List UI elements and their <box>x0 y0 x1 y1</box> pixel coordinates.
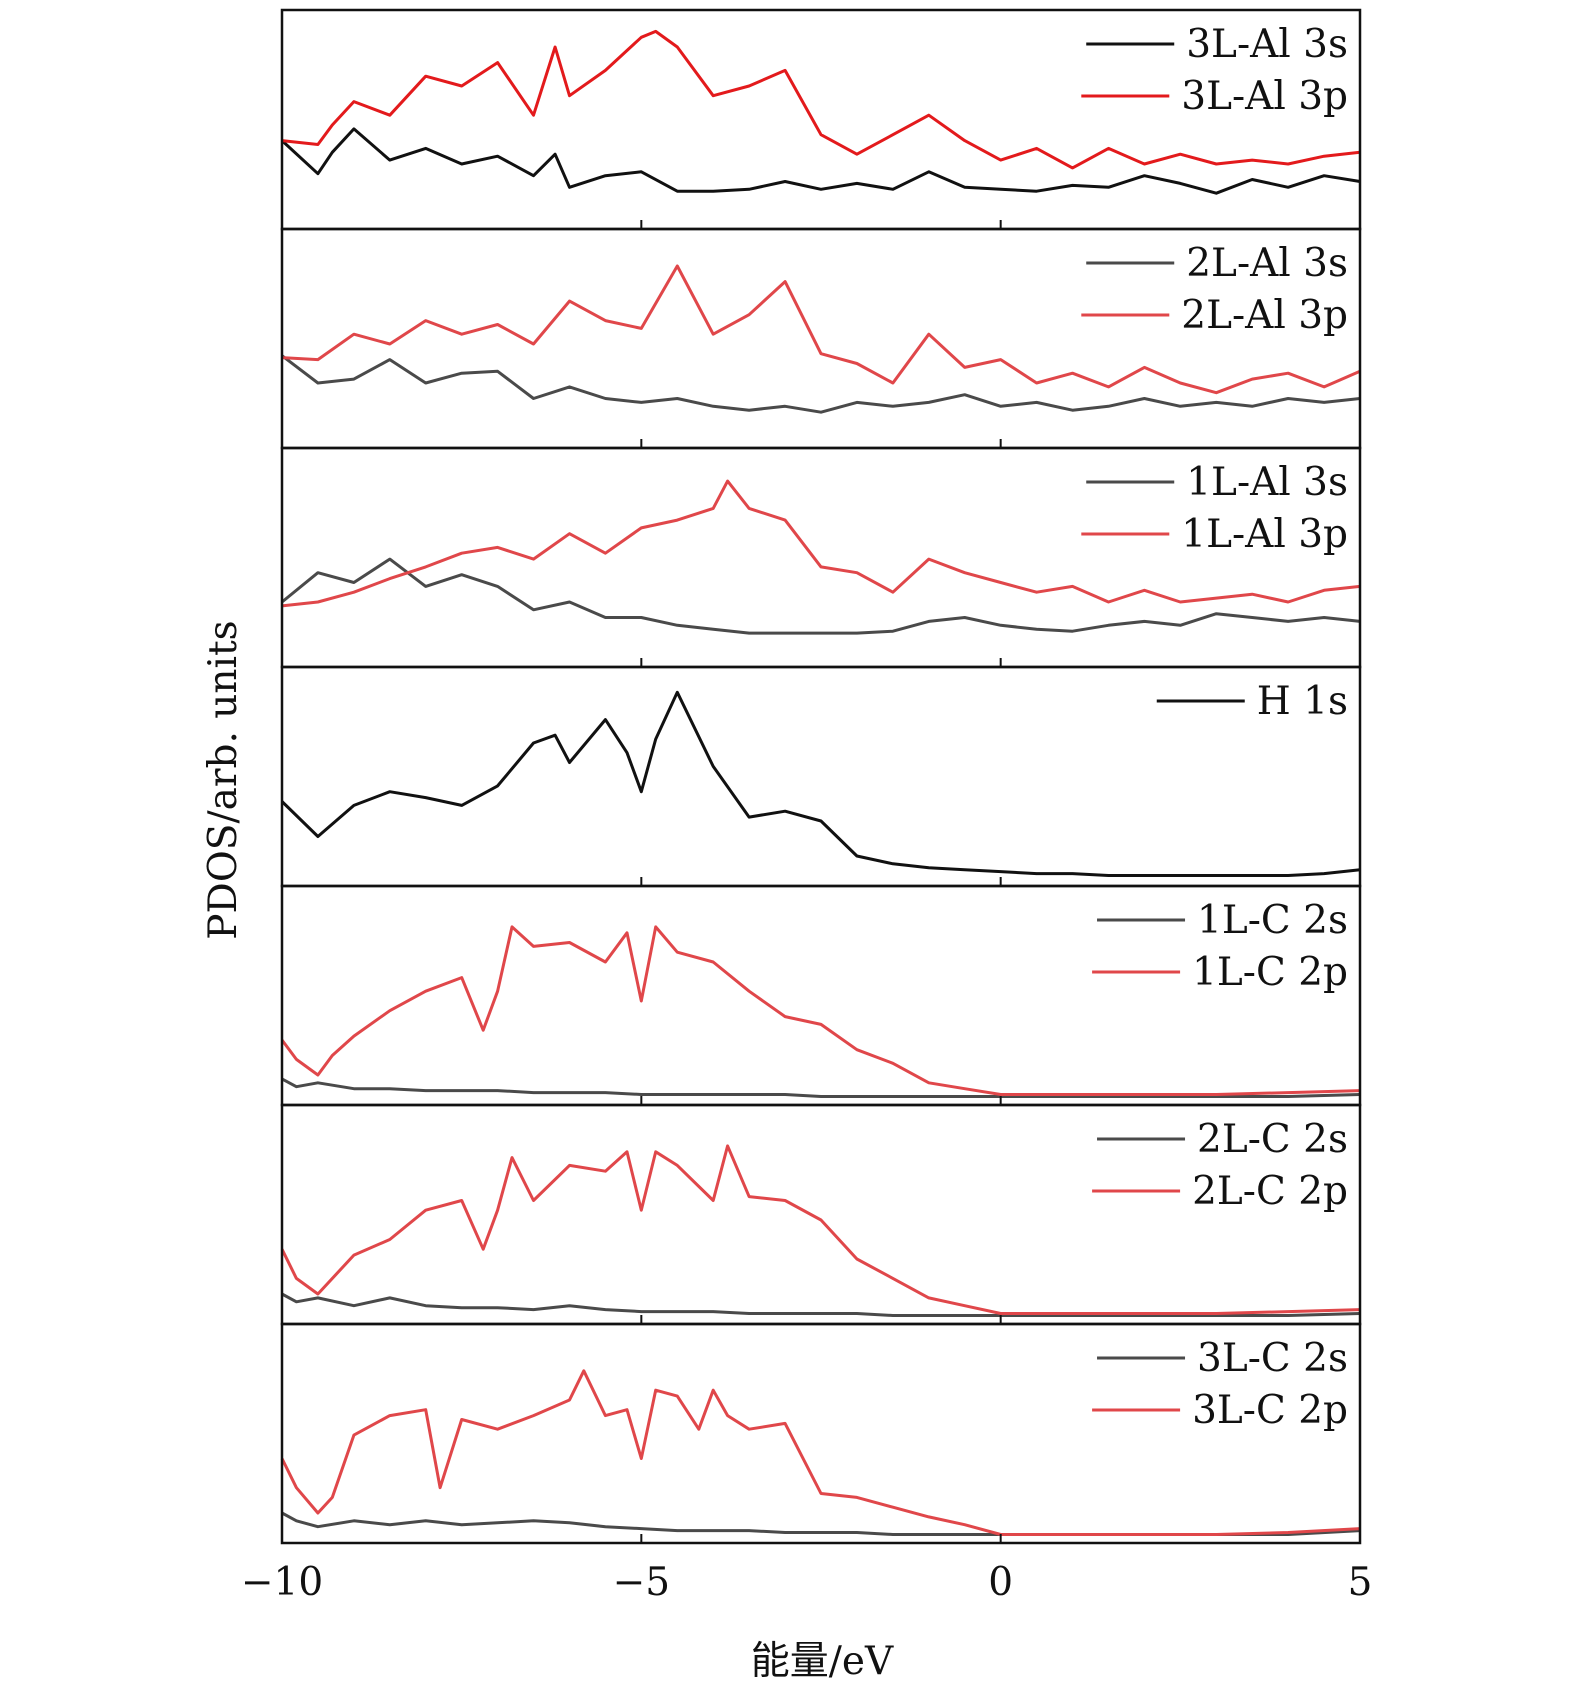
series-line-h-1s <box>280 690 1361 877</box>
panel-3l-al: 3L-Al 3s 3L-Al 3p <box>280 8 1362 231</box>
series-line-3l-c-2p <box>280 1369 1361 1536</box>
legend-label: 3L-Al 3s <box>1186 22 1348 67</box>
series-line-1l-al-3s <box>281 557 1361 635</box>
series-line-2l-al-3p <box>281 264 1361 395</box>
panel-1l-al: 1L-Al 3s 1L-Al 3p <box>280 446 1362 669</box>
legend-label: 2L-Al 3p <box>1181 293 1348 338</box>
series-line-1l-al-3p <box>281 479 1361 608</box>
series-line-2l-c-2p <box>280 1144 1361 1315</box>
legend-label: 1L-Al 3p <box>1181 512 1348 557</box>
x-tick-label: 5 <box>1348 1560 1373 1605</box>
legend-label: 3L-Al 3p <box>1181 74 1348 119</box>
legend-label: 1L-C 2s <box>1197 898 1348 943</box>
panel-frame <box>280 1322 1362 1545</box>
series-line-3l-al-3s <box>280 127 1361 195</box>
legend-label: 3L-C 2s <box>1197 1336 1348 1381</box>
series-line-2l-al-3s <box>281 354 1361 414</box>
y-axis-label: PDOS/arb. units <box>201 620 246 939</box>
panel-2l-c: 2L-C 2s 2L-C 2p <box>280 1103 1362 1326</box>
series-line-1l-c-2s <box>281 1077 1361 1098</box>
series-line-2l-c-2s <box>281 1292 1361 1317</box>
legend-label: H 1s <box>1257 679 1348 724</box>
panel-h: H 1s <box>280 665 1362 888</box>
series-line-3l-c-2s <box>281 1511 1361 1536</box>
legend-label: 1L-Al 3s <box>1186 460 1348 505</box>
x-tick-label: 0 <box>988 1560 1013 1605</box>
panel-3l-c: 3L-C 2s 3L-C 2p <box>280 1322 1362 1545</box>
legend-label: 1L-C 2p <box>1192 950 1348 995</box>
x-tick-label: −10 <box>241 1560 323 1605</box>
legend-label: 2L-C 2s <box>1197 1117 1348 1162</box>
x-axis-label: 能量/eV <box>751 1639 894 1684</box>
panel-1l-c: 1L-C 2s 1L-C 2p <box>280 884 1362 1107</box>
panel-2l-al: 2L-Al 3s 2L-Al 3p <box>280 227 1362 450</box>
x-tick-label: −5 <box>613 1560 671 1605</box>
legend-label: 2L-Al 3s <box>1186 241 1348 286</box>
series-line-1l-c-2p <box>280 925 1361 1096</box>
legend-label: 2L-C 2p <box>1192 1169 1348 1214</box>
series-line-3l-al-3p <box>281 29 1361 170</box>
legend-label: 3L-C 2p <box>1192 1388 1348 1433</box>
